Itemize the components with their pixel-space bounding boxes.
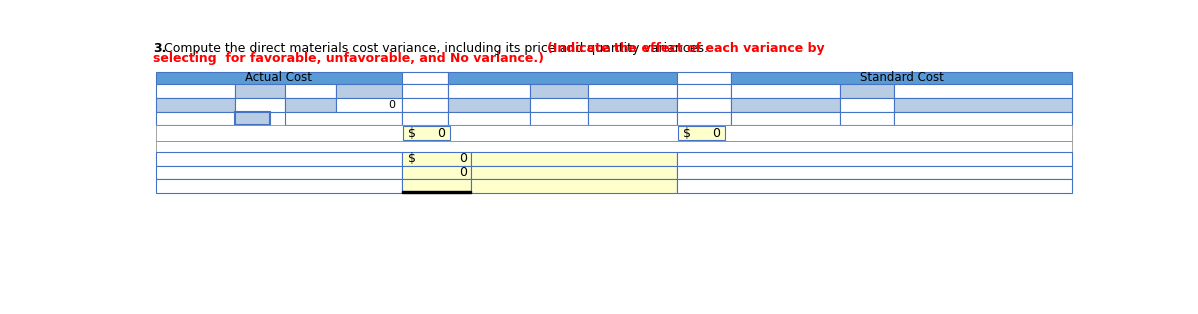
Text: (Indicate the effect of each variance by: (Indicate the effect of each variance by bbox=[547, 42, 825, 55]
Bar bbox=[401, 191, 471, 193]
Bar bbox=[677, 179, 1072, 193]
Bar bbox=[448, 84, 530, 98]
Bar bbox=[731, 84, 840, 98]
Text: selecting  for favorable, unfavorable, and No variance.): selecting for favorable, unfavorable, an… bbox=[153, 52, 544, 65]
Bar bbox=[156, 165, 401, 179]
Bar bbox=[156, 72, 401, 84]
Bar bbox=[235, 111, 270, 126]
Bar bbox=[448, 72, 677, 84]
Bar bbox=[335, 84, 401, 98]
Bar bbox=[156, 152, 401, 165]
Bar bbox=[401, 111, 448, 126]
Bar bbox=[285, 111, 401, 126]
Bar bbox=[588, 111, 677, 126]
Text: 0: 0 bbox=[388, 100, 395, 110]
Bar bbox=[404, 126, 449, 140]
Bar bbox=[678, 126, 725, 140]
Text: $: $ bbox=[407, 152, 416, 165]
Bar bbox=[471, 179, 677, 193]
Text: 0: 0 bbox=[459, 152, 467, 165]
Text: 0: 0 bbox=[437, 127, 444, 140]
Bar bbox=[731, 111, 840, 126]
Bar bbox=[401, 72, 448, 84]
Text: $: $ bbox=[683, 127, 691, 140]
Bar bbox=[285, 84, 335, 98]
Text: 0: 0 bbox=[712, 127, 720, 140]
Bar bbox=[530, 98, 588, 111]
Bar bbox=[677, 84, 731, 98]
Bar bbox=[894, 98, 1072, 111]
Bar bbox=[156, 126, 1072, 141]
Bar bbox=[588, 98, 677, 111]
Bar bbox=[401, 152, 471, 165]
Bar bbox=[731, 98, 840, 111]
Bar bbox=[471, 165, 677, 179]
Bar bbox=[401, 179, 471, 193]
Text: Compute the direct materials cost variance, including its price and quantity var: Compute the direct materials cost varian… bbox=[164, 42, 712, 55]
Bar bbox=[401, 165, 471, 179]
Bar bbox=[156, 141, 1072, 152]
Text: $: $ bbox=[407, 127, 416, 140]
Text: Actual Cost: Actual Cost bbox=[246, 71, 313, 84]
Bar bbox=[235, 84, 285, 98]
Bar bbox=[401, 84, 448, 98]
Bar bbox=[448, 111, 530, 126]
Bar bbox=[335, 98, 401, 111]
Bar bbox=[588, 84, 677, 98]
Bar bbox=[530, 84, 588, 98]
Bar bbox=[894, 111, 1072, 126]
Bar bbox=[285, 98, 335, 111]
Bar bbox=[840, 111, 894, 126]
Bar bbox=[401, 98, 448, 111]
Text: 3.: 3. bbox=[153, 42, 167, 55]
Bar bbox=[677, 72, 731, 84]
Bar bbox=[840, 98, 894, 111]
Bar bbox=[840, 84, 894, 98]
Text: 0: 0 bbox=[459, 166, 467, 179]
Bar bbox=[448, 98, 530, 111]
Bar bbox=[530, 111, 588, 126]
Bar bbox=[731, 72, 1072, 84]
Bar bbox=[156, 179, 401, 193]
Bar bbox=[471, 152, 677, 165]
Bar bbox=[156, 98, 235, 111]
Bar bbox=[235, 98, 285, 111]
Bar bbox=[894, 84, 1072, 98]
Text: Standard Cost: Standard Cost bbox=[859, 71, 944, 84]
Bar bbox=[156, 111, 235, 126]
Bar bbox=[156, 84, 235, 98]
Bar bbox=[677, 98, 731, 111]
Bar bbox=[677, 111, 731, 126]
Bar bbox=[677, 152, 1072, 165]
Bar bbox=[677, 165, 1072, 179]
